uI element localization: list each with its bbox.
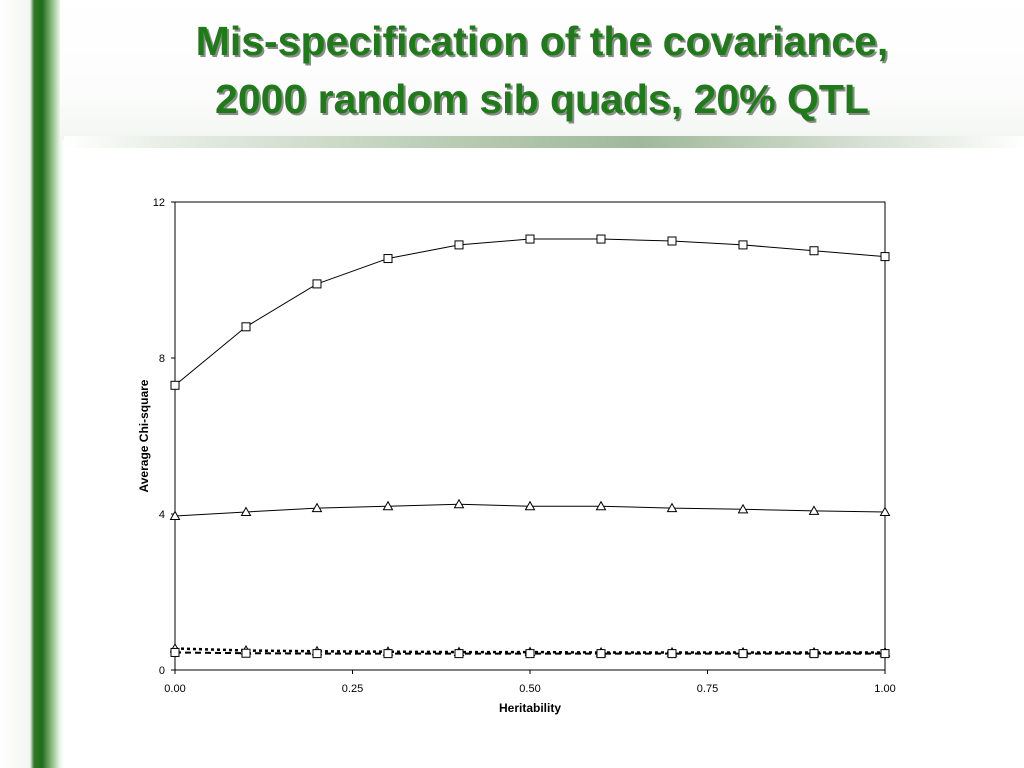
data-point-square (525, 649, 535, 659)
data-point-triangle (169, 510, 181, 520)
x-axis-title: Heritability (499, 701, 561, 715)
x-axis: 0.00 0.25 0.50 0.75 1.00 (164, 670, 896, 695)
y-tick-label: 12 (153, 197, 165, 209)
data-point-square (809, 246, 819, 256)
y-tick-label: 0 (159, 665, 165, 677)
data-point-square (880, 252, 890, 262)
data-point-square (241, 322, 251, 332)
y-axis-title: Average Chi-square (137, 379, 151, 492)
series-0 (170, 234, 890, 390)
data-point-triangle (808, 505, 820, 515)
x-tick-label: 0.00 (164, 683, 185, 695)
data-point-triangle (311, 502, 323, 513)
data-point-square (880, 649, 890, 659)
data-point-square (241, 648, 251, 658)
x-tick-label: 0.50 (519, 683, 540, 695)
data-point-square (454, 649, 464, 659)
data-point-square (667, 649, 677, 659)
data-point-triangle (382, 500, 394, 511)
slide-title-line-2: 2000 random sib quads, 20% QTL (215, 76, 869, 122)
data-point-square (312, 279, 322, 289)
series-1 (169, 498, 891, 520)
data-point-square (738, 240, 748, 250)
slide-header-rule (64, 136, 1024, 148)
plot-area (174, 201, 886, 671)
y-axis: 0 4 8 12 (153, 197, 175, 677)
slide-left-accent-bar (0, 0, 64, 768)
data-point-square (170, 380, 180, 390)
data-point-square (312, 649, 322, 659)
y-tick-label: 8 (159, 353, 165, 365)
data-point-square (383, 254, 393, 264)
data-point-square (596, 234, 606, 244)
x-tick-label: 1.00 (874, 683, 895, 695)
data-point-square (667, 236, 677, 246)
data-point-square (170, 647, 180, 657)
slide-header-background (60, 0, 1024, 140)
series-layer (169, 234, 891, 659)
y-tick-label: 4 (159, 509, 165, 521)
data-point-square (596, 649, 606, 659)
data-point-square (383, 649, 393, 659)
data-point-triangle (879, 506, 891, 517)
data-point-triangle (240, 506, 252, 517)
slide-title-line-1: Mis-specification of the covariance, (195, 18, 889, 64)
data-point-square (454, 240, 464, 250)
data-point-square (738, 649, 748, 659)
data-point-square (525, 234, 535, 244)
data-point-triangle (453, 498, 465, 509)
data-point-triangle (737, 503, 749, 514)
slide-title: Mis-specification of the covariance, 200… (60, 12, 1024, 128)
x-tick-label: 0.75 (697, 683, 718, 695)
data-point-square (809, 649, 819, 659)
series-3 (170, 647, 890, 659)
data-point-triangle (524, 500, 536, 511)
x-tick-label: 0.25 (342, 683, 363, 695)
data-point-triangle (666, 502, 678, 513)
data-point-triangle (595, 500, 607, 511)
